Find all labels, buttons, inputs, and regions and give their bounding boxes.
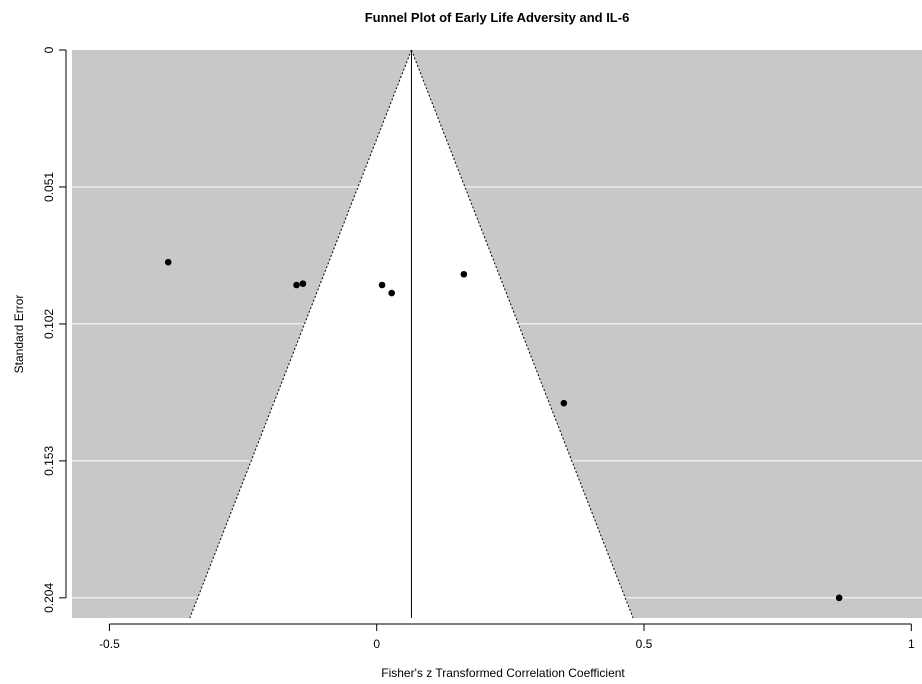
y-tick-label: 0.204 <box>42 583 56 613</box>
y-tick-label: 0.102 <box>42 309 56 339</box>
data-point <box>460 270 468 278</box>
x-axis-label: Fisher's z Transformed Correlation Coeff… <box>381 666 625 680</box>
funnel-region <box>189 49 634 619</box>
data-point <box>560 399 568 407</box>
data-points <box>164 258 843 602</box>
funnel-left-boundary <box>189 49 412 619</box>
funnel-right-boundary <box>410 49 634 619</box>
data-point <box>388 289 395 297</box>
y-axis-label: Standard Error <box>12 295 26 374</box>
y-tick-label: 0.051 <box>42 172 56 202</box>
x-tick-label: 0 <box>373 637 380 651</box>
x-tick-label: 1 <box>908 637 915 651</box>
data-point <box>299 280 307 287</box>
y-tick-label: 0 <box>42 46 56 53</box>
data-point <box>378 281 386 289</box>
data-point <box>293 281 300 289</box>
axes: -0.5 0 0.5 1 0 0.051 0.102 0.153 0.204 <box>42 46 915 651</box>
chart-title: Funnel Plot of Early Life Adversity and … <box>365 10 630 25</box>
x-tick-label: -0.5 <box>99 637 120 651</box>
data-point <box>835 594 843 602</box>
x-tick-label: 0.5 <box>636 637 653 651</box>
y-tick-label: 0.153 <box>42 446 56 476</box>
data-point <box>164 258 172 266</box>
